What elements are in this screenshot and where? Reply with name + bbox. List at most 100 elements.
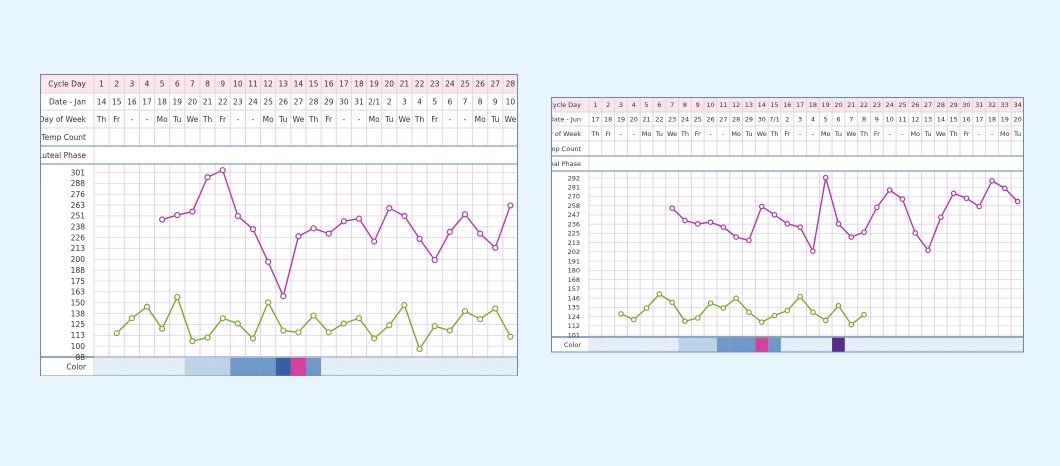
date-cell: 18 — [604, 115, 612, 123]
cycle-day-cell: 27 — [491, 79, 501, 88]
green-temperature-point — [507, 333, 514, 340]
y-tick-label: 281 — [568, 183, 580, 191]
y-tick-label: 288 — [71, 179, 86, 188]
cycle-day-cell: 19 — [822, 101, 830, 109]
pink-temperature-point — [431, 256, 438, 264]
date-cell: 9 — [875, 115, 879, 123]
color-cell-empty — [985, 337, 999, 352]
cycle-day-cell: 17 — [796, 101, 804, 109]
pink-temperature-point — [507, 202, 514, 209]
cycle-day-cell: 28 — [506, 79, 516, 88]
cycle-day-cell: 25 — [460, 79, 470, 88]
y-tick-label: 276 — [71, 190, 86, 199]
day-of-week-cell: - — [620, 130, 623, 138]
cycle-day-cell: 6 — [175, 79, 180, 88]
pink-temperature-point — [1002, 185, 1008, 192]
color-cell-empty — [351, 357, 367, 376]
color-cell-mid — [768, 337, 781, 352]
green-temperature-point — [861, 311, 867, 318]
cycle-day-cell: 23 — [873, 101, 881, 109]
cycle-day-cell: 31 — [975, 101, 983, 109]
date-cell: 29 — [745, 115, 753, 123]
day-of-week-cell: We — [667, 130, 677, 138]
y-tick-label: 175 — [71, 277, 86, 286]
cycle-day-cell: 15 — [770, 101, 778, 109]
day-of-week-cell: We — [187, 115, 199, 124]
day-of-week-cell: Tu — [744, 130, 752, 138]
y-tick-label: 100 — [71, 342, 86, 351]
y-tick-label: 301 — [71, 168, 86, 177]
date-cell: 7/1 — [769, 115, 779, 123]
color-cell-empty — [972, 337, 986, 352]
date-cell: 7 — [849, 115, 853, 123]
cycle-day-cell: 9 — [220, 79, 225, 88]
color-cell-empty — [844, 337, 858, 352]
y-tick-label: 150 — [71, 298, 86, 307]
color-cell-light — [200, 357, 216, 376]
row-label-temp-count: Temp Count — [40, 133, 86, 142]
day-of-week-cell: Mo — [731, 130, 741, 138]
date-cell: 23 — [668, 115, 676, 123]
chart-outer-border — [551, 97, 1024, 353]
cycle-day-cell: 11 — [719, 101, 727, 109]
y-tick-label: 270 — [568, 193, 580, 201]
cycle-day-cell: 18 — [354, 79, 364, 88]
day-of-week-cell: Tu — [384, 115, 393, 124]
date-cell: 13 — [924, 115, 932, 123]
date-cell: 8 — [478, 97, 483, 106]
day-of-week-cell: - — [252, 115, 255, 124]
cycle-day-cell: 23 — [430, 79, 440, 88]
day-of-week-cell: Tu — [490, 115, 499, 124]
green-temperature-point — [694, 315, 701, 321]
cycle-day-cell: 13 — [745, 101, 753, 109]
y-tick-label: 200 — [71, 255, 86, 264]
cycle-day-cell: 19 — [369, 79, 379, 88]
color-cell-empty — [442, 357, 458, 376]
date-cell: 16 — [127, 97, 137, 106]
color-cell-mid — [245, 357, 261, 376]
day-of-week-cell: - — [448, 115, 451, 124]
cycle-day-cell: 20 — [834, 101, 842, 109]
green-temperature-point — [143, 303, 151, 310]
green-temperature-point — [371, 335, 378, 342]
row-label-dow: Day of Week — [40, 115, 87, 124]
green-temperature-point — [835, 302, 842, 309]
day-of-week-cell: Mo — [157, 115, 168, 124]
y-tick-label: 124 — [568, 313, 580, 321]
pink-temperature-point — [976, 203, 983, 210]
cycle-day-cell: 8 — [205, 79, 210, 88]
color-cell-empty — [883, 337, 897, 352]
green-temperature-point — [643, 305, 650, 311]
day-of-week-cell: We — [846, 130, 856, 138]
color-cell-mid — [230, 357, 246, 376]
color-cell-empty — [336, 357, 352, 376]
y-tick-label: 135 — [568, 304, 580, 312]
green-temperature-point — [219, 315, 226, 322]
day-of-week-cell: - — [722, 130, 725, 138]
color-cell-empty — [1011, 337, 1024, 352]
date-cell: 19 — [1001, 115, 1009, 123]
pink-temperature-point — [950, 190, 957, 197]
green-temperature-point — [446, 327, 453, 334]
y-tick-label: 263 — [71, 201, 86, 210]
date-cell: 16 — [962, 115, 970, 123]
day-of-week-cell: - — [812, 130, 815, 138]
cycle-day-cell: 2 — [114, 79, 119, 88]
day-of-week-cell: - — [991, 130, 994, 138]
date-cell: 15 — [949, 115, 957, 123]
day-of-week-cell: We — [293, 115, 305, 124]
green-temperature-point — [416, 345, 423, 353]
day-of-week-cell: Fr — [605, 130, 611, 138]
cycle-day-cell: 21 — [847, 101, 855, 109]
green-temperature-point — [249, 335, 257, 342]
day-of-week-cell: Th — [859, 130, 868, 138]
color-cell-light — [215, 357, 231, 376]
date-cell: 3 — [798, 115, 802, 123]
y-tick-label: 146 — [568, 294, 580, 302]
row-label-color: Color — [66, 362, 86, 371]
green-temperature-point — [656, 291, 663, 297]
day-of-week-cell: Mo — [1000, 130, 1010, 138]
pink-temperature-point — [720, 224, 727, 230]
cycle-day-cell: 14 — [294, 79, 304, 88]
pink-temperature-point — [265, 258, 272, 265]
